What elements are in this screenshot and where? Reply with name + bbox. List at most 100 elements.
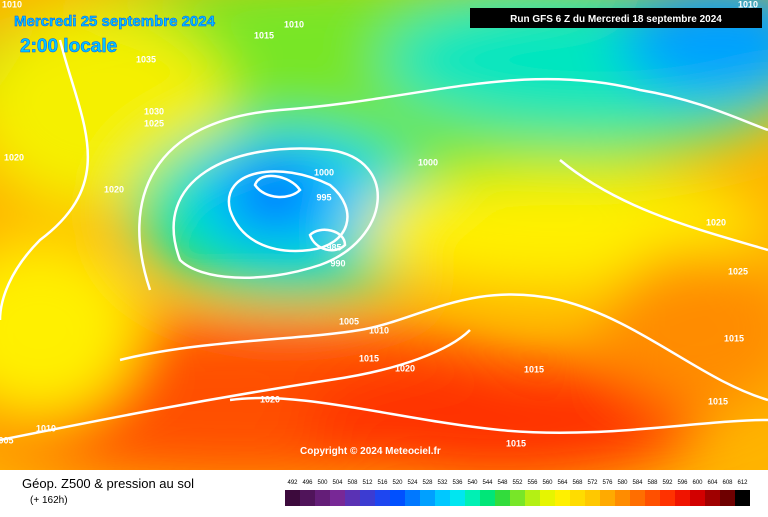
colorbar-cell [735,490,750,506]
colorbar-label: 516 [377,480,388,486]
colorbar-label: 572 [587,480,598,486]
isobar-label: 1020 [260,394,280,404]
colorbar-cell [540,490,555,506]
colorbar-cell [555,490,570,506]
colorbar-label: 556 [527,480,538,486]
colorbar-label: 560 [542,480,553,486]
isobars [0,39,768,442]
colorbar-label: 612 [737,480,748,486]
forecast-date: Mercredi 25 septembre 2024 [14,13,216,30]
colorbar-cell [675,490,690,506]
colorbar-cell [525,490,540,506]
colorbar-label: 592 [662,480,673,486]
isobar-label: 1015 [524,364,544,374]
copyright: Copyright © 2024 Meteociel.fr [300,446,441,457]
colorbar-cell [645,490,660,506]
field [0,0,768,470]
colorbar-cell [510,490,525,506]
isobar-label: 1035 [136,54,156,64]
colorbar-label: 596 [677,480,688,486]
isobar-label: 1010 [36,423,56,433]
isobar-label: 1030 [144,106,164,116]
colorbar-label: 532 [437,480,448,486]
isobar-label: 1010 [2,0,22,9]
run-info: Run GFS 6 Z du Mercredi 18 septembre 202… [510,14,722,25]
colorbar-cell [630,490,645,506]
colorbar-cell [315,490,330,506]
colorbar-cell [465,490,480,506]
isobar-label: 1020 [395,363,415,373]
isobar-label: 1015 [359,353,379,363]
colorbar-label: 508 [347,480,358,486]
colorbar-label: 604 [707,480,718,486]
isobar-label: 1010 [369,325,389,335]
colorbar-cell [420,490,435,506]
isobar-label: 1000 [418,157,438,167]
colorbar-label: 528 [422,480,433,486]
colorbar-cell [360,490,375,506]
colorbar-cell [705,490,720,506]
colorbar-label: 544 [482,480,493,486]
colorbar-label: 600 [692,480,703,486]
colorbar-cell [660,490,675,506]
colorbar-cell [690,490,705,506]
isobar-label: 1020 [706,217,726,227]
footer-lead: (+ 162h) [30,495,68,506]
isobar-label: 1015 [708,396,728,406]
isobar-label: 1020 [4,152,24,162]
isobar-label: 995 [316,192,331,202]
colorbar-label: 552 [512,480,523,486]
isobar-label: 1025 [144,118,164,128]
colorbar-cell [405,490,420,506]
colorbar-label: 512 [362,480,373,486]
colorbar-label: 496 [302,480,313,486]
isobar-label: 005 [0,435,14,445]
colorbar-cell [600,490,615,506]
isobar-label: 985 [326,242,341,252]
colorbar-cell [570,490,585,506]
colorbar-cell [330,490,345,506]
colorbar-label: 540 [467,480,478,486]
colorbar-cell [375,490,390,506]
colorbar-cell [585,490,600,506]
isobar-label: 1010 [284,19,304,29]
colorbar-label: 580 [617,480,628,486]
colorbar-cell [300,490,315,506]
colorbar-cell [720,490,735,506]
isobar-label: 1005 [339,316,359,326]
colorbar-cell [615,490,630,506]
colorbar-label: 608 [722,480,733,486]
isobar-label: 1015 [506,438,526,448]
isobar-label: 1020 [104,184,124,194]
colorbar-cell [495,490,510,506]
colorbar-label: 548 [497,480,508,486]
colorbar-label: 536 [452,480,463,486]
colorbar: 492 496 500 504 508 512 516 520 524 528 532 536 540 5… [285,480,750,506]
isobar-label: 1025 [728,266,748,276]
colorbar-cell [450,490,465,506]
forecast-time: 2:00 locale [20,36,117,57]
colorbar-cell [390,490,405,506]
colorbar-label: 492 [287,480,298,486]
colorbar-label: 524 [407,480,418,486]
isobar-label: 1000 [314,167,334,177]
colorbar-label: 568 [572,480,583,486]
colorbar-label: 504 [332,480,343,486]
isobar-label: 1010 [738,0,758,9]
isobar-label: 1015 [724,333,744,343]
colorbar-cell [435,490,450,506]
colorbar-label: 500 [317,480,328,486]
run-box [470,8,762,28]
isobar-labels: 1010 1015 1010 1035 1030 1025 1020 1020 1000 995 9… [0,0,758,448]
colorbar-cell [480,490,495,506]
colorbar-label: 576 [602,480,613,486]
isobar-label: 990 [330,258,345,268]
colorbar-cell [345,490,360,506]
colorbar-label: 588 [647,480,658,486]
colorbar-label: 584 [632,480,643,486]
colorbar-label: 520 [392,480,403,486]
footer-title: Géop. Z500 & pression au sol [22,476,194,491]
colorbar-cell [285,490,300,506]
colorbar-label: 564 [557,480,568,486]
